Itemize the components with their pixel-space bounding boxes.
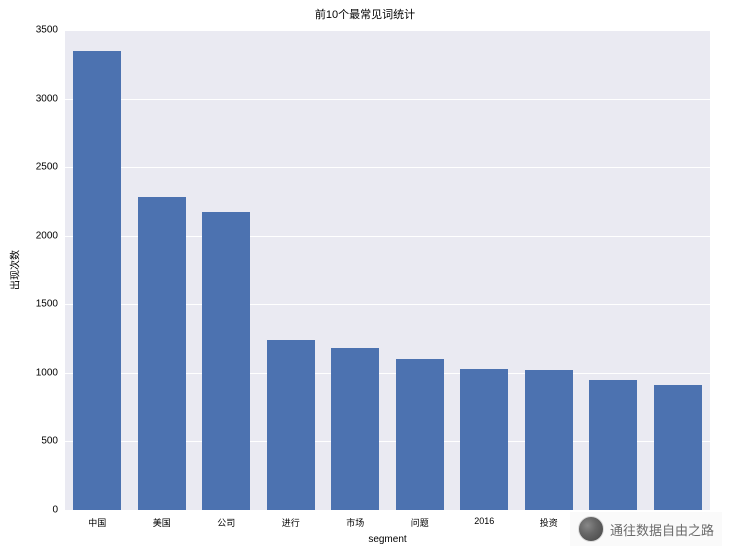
y-tick-label: 1500 xyxy=(18,299,58,310)
y-tick-label: 2000 xyxy=(18,230,58,241)
x-tick-label: 投资 xyxy=(540,516,558,529)
chart-container xyxy=(65,30,710,510)
y-tick-label: 2500 xyxy=(18,162,58,173)
y-tick-label: 500 xyxy=(18,436,58,447)
x-tick-label: 公司 xyxy=(217,516,235,529)
bar xyxy=(267,340,315,510)
x-tick-label: 中国 xyxy=(88,516,106,529)
gridline xyxy=(65,99,710,100)
bar xyxy=(460,369,508,510)
bar xyxy=(202,212,250,510)
gridline xyxy=(65,30,710,31)
y-tick-label: 3000 xyxy=(18,93,58,104)
x-tick-label: 进行 xyxy=(282,516,300,529)
y-axis-label: 出现次数 xyxy=(7,250,22,290)
gridline xyxy=(65,510,710,511)
bar xyxy=(331,348,379,510)
wechat-avatar-icon xyxy=(578,516,604,542)
x-tick-label: 美国 xyxy=(153,516,171,529)
bar xyxy=(396,359,444,510)
y-tick-label: 3500 xyxy=(18,25,58,36)
bar xyxy=(73,51,121,510)
x-tick-label: 问题 xyxy=(411,516,429,529)
bar xyxy=(589,380,637,510)
watermark: 通往数据自由之路 xyxy=(570,512,722,546)
bar xyxy=(525,370,573,510)
gridline xyxy=(65,167,710,168)
chart-title: 前10个最常见词统计 xyxy=(0,6,730,22)
x-tick-label: 2016 xyxy=(474,516,494,526)
watermark-text: 通往数据自由之路 xyxy=(610,520,714,539)
y-tick-label: 0 xyxy=(18,505,58,516)
bar xyxy=(138,197,186,510)
plot-area xyxy=(65,30,710,510)
bar xyxy=(654,385,702,510)
x-tick-label: 市场 xyxy=(346,516,364,529)
y-tick-label: 1000 xyxy=(18,367,58,378)
